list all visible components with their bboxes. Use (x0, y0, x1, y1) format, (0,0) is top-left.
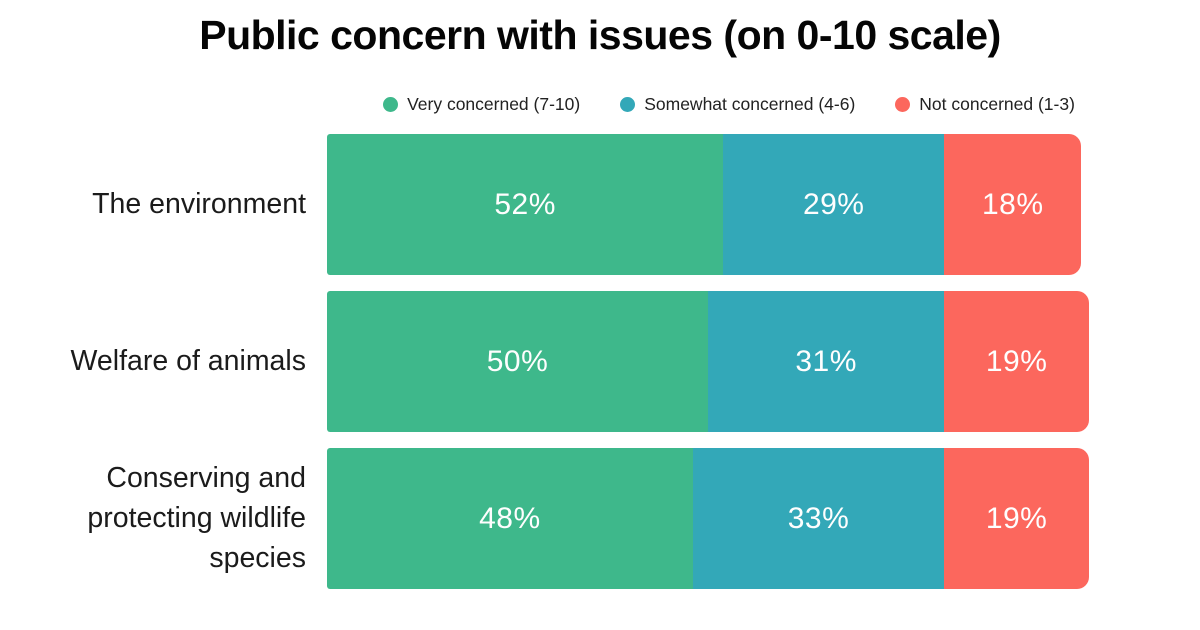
bar-segment: 48% (327, 448, 693, 590)
bar-track: 48% 33% 19% (327, 448, 1089, 590)
bar-value-label: 50% (486, 344, 549, 378)
bar-segment: 19% (944, 291, 1089, 433)
bar-track: 50% 31% 19% (327, 291, 1089, 433)
legend: Very concerned (7-10) Somewhat concerned … (348, 94, 1110, 115)
bar-value-label: 29% (802, 187, 865, 221)
legend-item: Not concerned (1-3) (895, 94, 1075, 115)
bar-segment: 31% (708, 291, 945, 433)
legend-label: Very concerned (7-10) (407, 94, 581, 115)
chart-row: Conserving and protecting wildlife speci… (0, 448, 1200, 590)
bar-track: 52% 29% 18% (327, 134, 1089, 276)
bar-value-label: 33% (787, 501, 850, 535)
bar-value-label: 31% (795, 344, 857, 378)
bar-segment: 52% (327, 134, 724, 276)
bar-value-label: 19% (985, 344, 1048, 378)
legend-dot-icon (895, 97, 911, 113)
chart-row: The environment 52% 29% 18% (0, 134, 1200, 276)
legend-item: Somewhat concerned (4-6) (620, 94, 855, 115)
chart-row: Welfare of animals 50% 31% 19% (0, 291, 1200, 433)
bar-value-label: 19% (985, 501, 1048, 535)
chart-title: Public concern with issues (on 0-10 scal… (199, 12, 1001, 58)
legend-dot-icon (620, 97, 636, 113)
bar-segment: 19% (944, 448, 1089, 590)
category-label: The environment (92, 187, 306, 220)
bar-value-label: 48% (479, 501, 541, 535)
category-label: Conserving and protecting wildlife speci… (87, 461, 306, 574)
legend-item: Very concerned (7-10) (383, 94, 580, 115)
bar-segment: 33% (692, 448, 945, 590)
legend-dot-icon (383, 97, 399, 113)
bar-segment: 50% (327, 291, 708, 433)
stacked-bar-chart: The environment 52% 29% 18% Welfare of anima… (0, 134, 1200, 590)
legend-label: Not concerned (1-3) (919, 94, 1075, 115)
bar-segment: 18% (944, 134, 1082, 276)
category-label: Welfare of animals (70, 344, 307, 377)
bar-value-label: 52% (494, 187, 556, 221)
bar-value-label: 18% (982, 187, 1044, 221)
bar-segment: 29% (723, 134, 945, 276)
legend-label: Somewhat concerned (4-6) (644, 94, 856, 115)
